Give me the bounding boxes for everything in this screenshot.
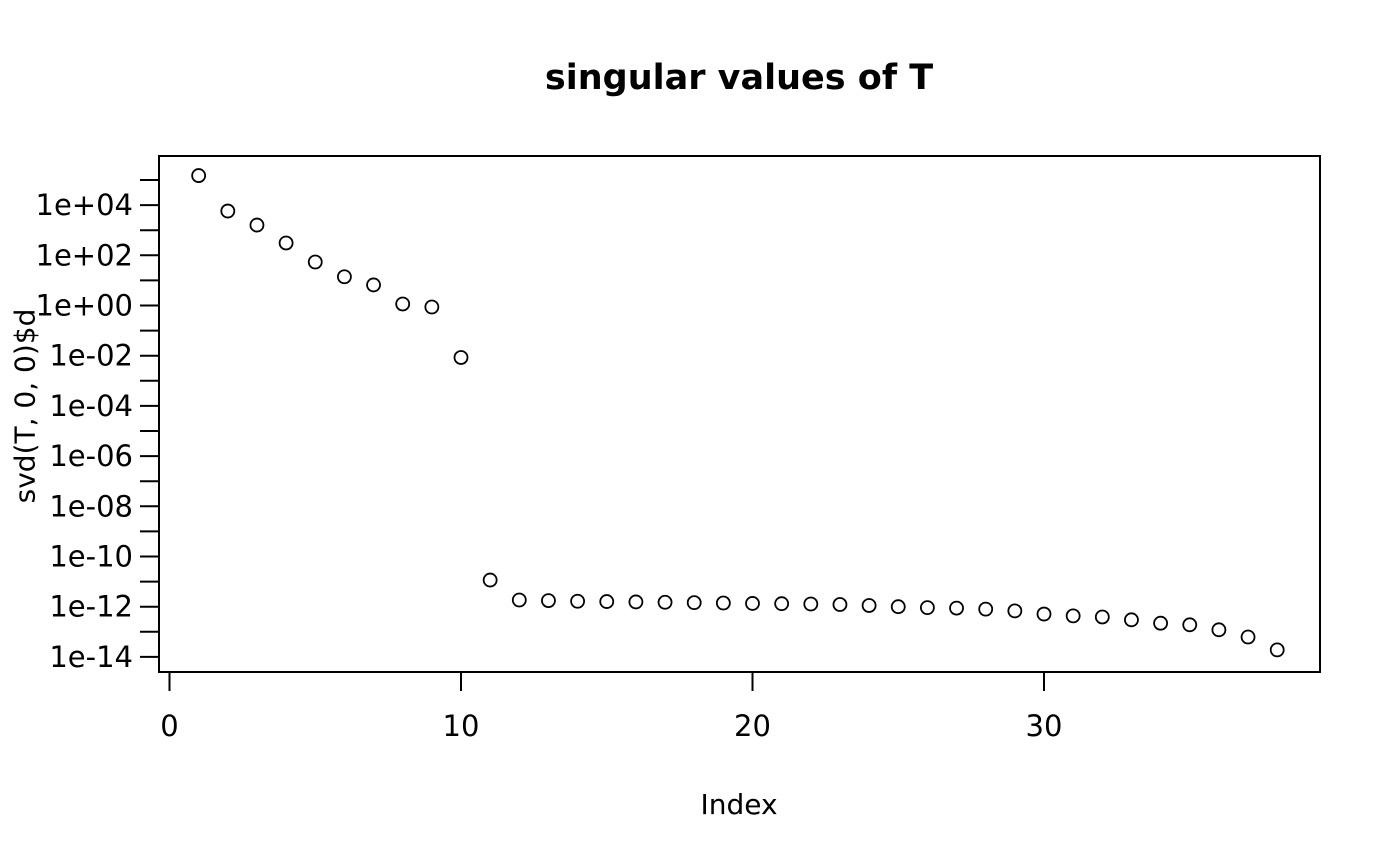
data-point (191, 168, 207, 183)
data-point (745, 596, 760, 611)
x-tick-label: 10 (443, 709, 480, 743)
data-point (482, 572, 498, 588)
data-point (1007, 603, 1023, 619)
y-tick-label: 1e+04 (36, 188, 134, 222)
x-axis-label: Index (700, 788, 778, 821)
plot-box (158, 155, 1321, 673)
data-point (1124, 612, 1139, 628)
y-axis-label: svd(T, 0, 0)$d (8, 308, 42, 504)
data-point (220, 203, 236, 219)
data-point (949, 600, 964, 616)
data-point (657, 594, 673, 610)
data-point (803, 596, 819, 612)
x-tick-label: 20 (734, 709, 771, 743)
data-point (686, 595, 702, 611)
data-point (336, 269, 352, 285)
data-point (861, 598, 877, 613)
data-point (1065, 608, 1081, 624)
data-point (570, 593, 585, 609)
y-tick-label: 1e+00 (36, 289, 134, 323)
y-tick-label: 1e+02 (36, 238, 134, 272)
data-point (249, 217, 265, 233)
x-tick-label: 0 (160, 709, 178, 743)
data-point (628, 594, 644, 610)
data-point (1182, 617, 1198, 633)
data-point (920, 600, 935, 616)
data-point (278, 235, 294, 251)
data-point (1240, 629, 1256, 645)
data-point (511, 592, 527, 608)
data-point (1269, 642, 1285, 658)
y-tick-label: 1e-06 (49, 439, 133, 473)
data-point (1153, 615, 1168, 631)
data-point (978, 601, 994, 617)
data-point (774, 596, 790, 612)
data-point (1036, 606, 1052, 622)
y-tick-label: 1e-04 (49, 389, 133, 423)
y-tick-label: 1e-10 (49, 540, 133, 574)
y-tick-label: 1e-12 (49, 590, 133, 624)
data-point (366, 277, 381, 293)
data-point (1094, 609, 1110, 625)
data-point (541, 593, 556, 608)
data-point (307, 254, 323, 270)
data-point (1211, 622, 1227, 638)
data-point (890, 599, 906, 615)
data-point (832, 597, 848, 612)
chart-title: singular values of T (544, 58, 934, 98)
data-point (424, 299, 440, 315)
data-point (599, 594, 615, 609)
data-point (453, 350, 469, 365)
y-tick-label: 1e-08 (49, 489, 133, 523)
data-point (395, 296, 411, 312)
data-point (715, 595, 731, 611)
y-tick-label: 1e-02 (49, 339, 133, 373)
y-tick-label: 1e-14 (49, 640, 133, 674)
x-tick-label: 30 (1026, 709, 1063, 743)
